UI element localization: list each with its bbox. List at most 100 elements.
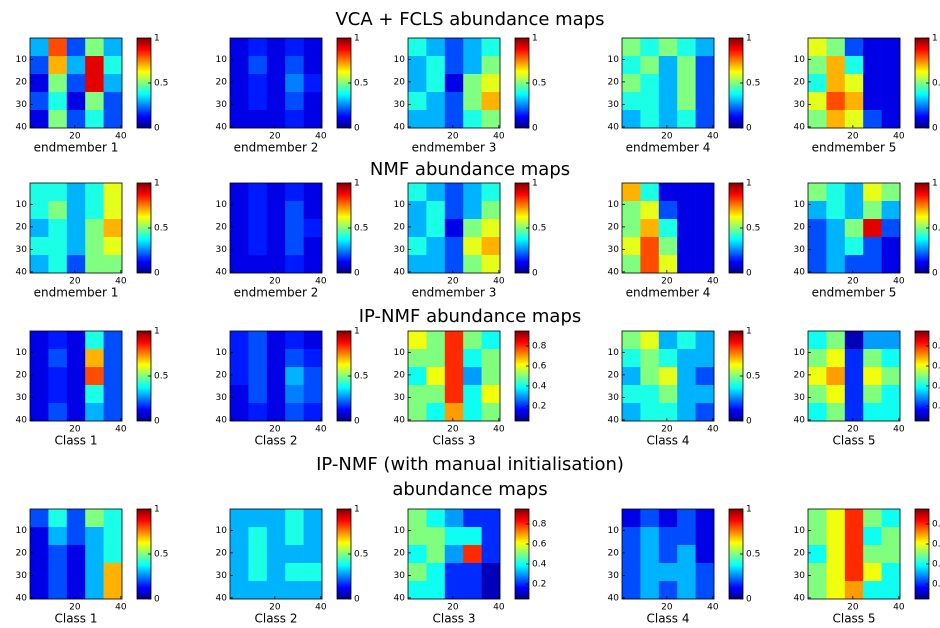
heatmap-cell [426,92,446,111]
map-xlabel: Class 5 [832,434,875,448]
heatmap-cell [85,38,104,57]
heatmap-cell [248,527,268,546]
heatmap-cell [677,255,696,274]
heatmap-cell [66,385,86,404]
heatmap-cell [426,403,446,422]
heatmap-cell [881,581,901,600]
y-tick-label: 40 [216,122,228,132]
map-xlabel: Class 4 [646,612,689,626]
heatmap-cell [863,563,882,582]
heatmap-cell [826,74,846,93]
map-xlabel: endmember 5 [812,286,897,300]
heatmap-cell [85,349,104,368]
heatmap-cell [248,255,268,274]
heatmap-cell [444,563,464,582]
heatmap-cell [426,38,446,57]
row-subtitle: abundance maps [392,479,547,500]
heatmap-cell [622,92,641,111]
axes-frame [229,330,323,422]
axes-frame [229,182,323,274]
heatmap-cell [85,563,104,582]
heatmap-cell [677,385,696,404]
heatmap-cell [695,38,715,57]
heatmap-cell [844,237,864,256]
heatmap-cell [266,545,286,564]
x-tick-label: 40 [893,132,905,142]
heatmap-cell [622,385,641,404]
heatmap-cell [658,403,678,422]
colorbar-tick-label: 0.6 [532,362,547,372]
heatmap-cell [863,255,882,274]
heatmap-cell [408,201,427,220]
x-tick-label: 40 [315,277,327,287]
heatmap-cell [481,92,501,111]
heatmap-cell [695,367,715,386]
heatmap-cell [677,349,696,368]
map-xlabel: Class 2 [254,612,297,626]
heatmap-cell [640,403,660,422]
heatmap-cell [248,219,268,238]
x-tick-label: 20 [69,132,81,142]
heatmap-cell [230,331,249,350]
y-tick-label: 20 [608,77,620,87]
heatmap-cell [66,183,86,202]
heatmap-cell [826,349,846,368]
heatmap-cell [844,38,864,57]
y-tick-label: 40 [216,267,228,277]
map-xlabel: endmember 4 [626,286,711,300]
heatmap-cell [48,545,68,564]
y-tick-label: 10 [608,200,620,210]
heatmap-cell [444,545,464,564]
colorbar-tick-label: 0.5 [354,79,368,89]
heatmap-cell [266,219,286,238]
heatmap-cell [48,183,68,202]
x-tick-label: 40 [493,277,505,287]
heatmap-cell [230,527,249,546]
colorbar-tick-label: 1 [354,34,360,44]
colorbar-tick-label: 1 [532,34,538,44]
y-tick-label: 40 [608,122,620,132]
x-tick-label: 20 [269,132,281,142]
heatmap-cell [66,581,86,600]
colorbar [514,330,530,422]
map-xlabel: Class 3 [432,612,475,626]
heatmap-cell [408,331,427,350]
heatmap-cell [844,403,864,422]
colorbar-tick-label: 0 [354,595,360,605]
heatmap-cell [808,92,827,111]
y-tick-label: 40 [608,415,620,425]
y-tick-label: 30 [608,245,620,255]
heatmap-cell [266,110,286,129]
heatmap-cell [48,110,68,129]
heatmap-cell [444,219,464,238]
heatmap-cell [230,563,249,582]
heatmap-cell [66,509,86,528]
colorbar-tick-label: 0 [932,269,938,279]
heatmap-cell [622,367,641,386]
colorbar-tick-label: 0 [154,417,160,427]
heatmap-cell [863,110,882,129]
heatmap-cell [695,545,715,564]
heatmap-cell [48,38,68,57]
row-title: IP-NMF (with manual initialisation) [316,454,624,475]
heatmap-cell [248,92,268,111]
heatmap-cell [622,38,641,57]
heatmap-cell [444,110,464,129]
x-tick-label: 40 [707,425,719,435]
heatmap-cell [695,56,715,75]
heatmap-cell [285,56,304,75]
heatmap-cell [248,581,268,600]
heatmap-cell [230,255,249,274]
heatmap-cell [30,349,49,368]
y-tick-label: 10 [394,55,406,65]
heatmap-cell [622,545,641,564]
heatmap-cell [103,403,123,422]
y-tick-label: 40 [794,415,806,425]
heatmap-cell [408,581,427,600]
heatmap-cell [66,527,86,546]
y-tick-label: 40 [794,122,806,132]
x-tick-label: 20 [847,425,859,435]
y-tick-label: 10 [394,526,406,536]
heatmap-cell [408,509,427,528]
